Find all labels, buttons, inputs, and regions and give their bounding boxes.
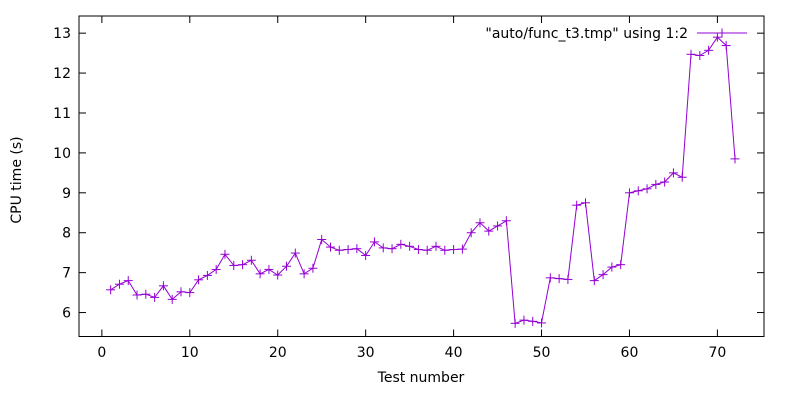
y-tick-labels: 6 7 8 9 10 11 12 13 — [53, 26, 71, 321]
y-axis-title: CPU time (s) — [9, 136, 25, 223]
svg-text:70: 70 — [708, 345, 726, 361]
svg-text:40: 40 — [445, 345, 463, 361]
svg-text:50: 50 — [533, 345, 551, 361]
svg-text:9: 9 — [62, 186, 71, 202]
svg-text:0: 0 — [97, 345, 106, 361]
legend-label: "auto/func_t3.tmp" using 1:2 — [485, 26, 688, 42]
svg-text:11: 11 — [53, 106, 71, 122]
x-tick-labels: 0 10 20 30 40 50 60 70 — [97, 345, 726, 361]
svg-text:6: 6 — [62, 306, 71, 322]
data-markers — [106, 32, 740, 328]
svg-text:12: 12 — [53, 66, 71, 82]
svg-text:20: 20 — [269, 345, 287, 361]
svg-text:30: 30 — [357, 345, 375, 361]
plot-frame — [78, 15, 765, 337]
svg-text:8: 8 — [62, 226, 71, 242]
legend-key-sample — [697, 28, 747, 38]
svg-text:7: 7 — [62, 266, 71, 282]
svg-text:10: 10 — [53, 146, 71, 162]
svg-text:60: 60 — [621, 345, 639, 361]
svg-text:13: 13 — [53, 26, 71, 42]
data-line — [110, 36, 736, 324]
axis-ticks — [79, 16, 764, 337]
x-axis-title: Test number — [377, 370, 465, 386]
svg-text:10: 10 — [181, 345, 199, 361]
